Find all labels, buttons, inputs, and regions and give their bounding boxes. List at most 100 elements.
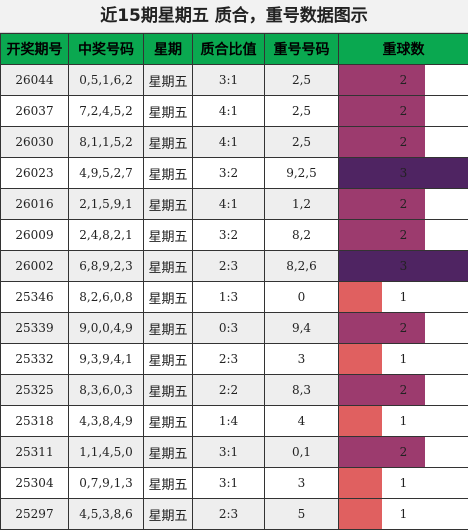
repeat-count-label: 2 (400, 135, 408, 149)
repeat-count-label: 2 (400, 197, 408, 211)
ratio-cell: 3:2 (193, 158, 265, 189)
repeat-numbers-cell: 3 (265, 344, 339, 375)
repeat-count-bar (339, 468, 382, 498)
repeat-count-label: 2 (400, 383, 408, 397)
table-header-row: 开奖期号 中奖号码 星期 质合比值 重号号码 重球数 (1, 34, 468, 65)
week-cell: 星期五 (144, 282, 193, 313)
numbers-cell: 2,4,8,2,1 (69, 220, 144, 251)
ratio-cell: 1:3 (193, 282, 265, 313)
ratio-cell: 2:3 (193, 344, 265, 375)
repeat-count-label: 2 (400, 104, 408, 118)
ratio-cell: 4:1 (193, 127, 265, 158)
ratio-cell: 4:1 (193, 189, 265, 220)
repeat-count-cell: 1 (339, 499, 468, 530)
repeat-count-label: 2 (400, 321, 408, 335)
repeat-numbers-cell: 3 (265, 468, 339, 499)
week-cell: 星期五 (144, 406, 193, 437)
numbers-cell: 6,8,9,2,3 (69, 251, 144, 282)
repeat-count-bar (339, 282, 382, 312)
header-repeat: 重号号码 (265, 34, 339, 65)
numbers-cell: 0,5,1,6,2 (69, 65, 144, 96)
repeat-count-cell: 1 (339, 282, 468, 313)
numbers-cell: 4,3,8,4,9 (69, 406, 144, 437)
numbers-cell: 4,5,3,8,6 (69, 499, 144, 530)
header-ratio: 质合比值 (193, 34, 265, 65)
repeat-count-bar (339, 437, 425, 467)
numbers-cell: 8,3,6,0,3 (69, 375, 144, 406)
repeat-count-cell: 1 (339, 468, 468, 499)
repeat-numbers-cell: 8,2,6 (265, 251, 339, 282)
issue-cell: 25332 (1, 344, 69, 375)
header-issue: 开奖期号 (1, 34, 69, 65)
repeat-numbers-cell: 9,4 (265, 313, 339, 344)
numbers-cell: 2,1,5,9,1 (69, 189, 144, 220)
issue-cell: 25311 (1, 437, 69, 468)
repeat-count-bar (339, 65, 425, 95)
ratio-cell: 3:1 (193, 437, 265, 468)
issue-cell: 25304 (1, 468, 69, 499)
issue-cell: 25346 (1, 282, 69, 313)
numbers-cell: 8,2,6,0,8 (69, 282, 144, 313)
week-cell: 星期五 (144, 437, 193, 468)
numbers-cell: 1,1,4,5,0 (69, 437, 144, 468)
week-cell: 星期五 (144, 65, 193, 96)
repeat-numbers-cell: 2,5 (265, 127, 339, 158)
repeat-count-cell: 2 (339, 189, 468, 220)
issue-cell: 26016 (1, 189, 69, 220)
ratio-cell: 3:1 (193, 468, 265, 499)
week-cell: 星期五 (144, 96, 193, 127)
ratio-cell: 3:1 (193, 65, 265, 96)
issue-cell: 26044 (1, 65, 69, 96)
repeat-count-bar (339, 96, 425, 126)
week-cell: 星期五 (144, 499, 193, 530)
page-title: 近15期星期五 质合，重号数据图示 (0, 0, 468, 33)
repeat-count-cell: 2 (339, 313, 468, 344)
numbers-cell: 0,7,9,1,3 (69, 468, 144, 499)
week-cell: 星期五 (144, 344, 193, 375)
repeat-count-bar (339, 127, 425, 157)
repeat-numbers-cell: 8,2 (265, 220, 339, 251)
repeat-count-cell: 2 (339, 437, 468, 468)
repeat-numbers-cell: 5 (265, 499, 339, 530)
repeat-count-bar (339, 406, 382, 436)
repeat-numbers-cell: 4 (265, 406, 339, 437)
repeat-count-cell: 1 (339, 344, 468, 375)
repeat-count-cell: 1 (339, 406, 468, 437)
repeat-count-label: 1 (400, 476, 408, 490)
issue-cell: 25297 (1, 499, 69, 530)
repeat-count-label: 1 (400, 352, 408, 366)
repeat-count-bar (339, 344, 382, 374)
repeat-count-bar (339, 220, 425, 250)
numbers-cell: 8,1,1,5,2 (69, 127, 144, 158)
repeat-count-cell: 2 (339, 220, 468, 251)
repeat-numbers-cell: 9,2,5 (265, 158, 339, 189)
repeat-count-label: 1 (400, 507, 408, 521)
issue-cell: 26023 (1, 158, 69, 189)
numbers-cell: 4,9,5,2,7 (69, 158, 144, 189)
repeat-count-label: 2 (400, 228, 408, 242)
ratio-cell: 2:2 (193, 375, 265, 406)
header-week: 星期 (144, 34, 193, 65)
numbers-cell: 7,2,4,5,2 (69, 96, 144, 127)
week-cell: 星期五 (144, 127, 193, 158)
repeat-numbers-cell: 2,5 (265, 96, 339, 127)
ratio-cell: 3:2 (193, 220, 265, 251)
week-cell: 星期五 (144, 468, 193, 499)
repeat-count-label: 1 (400, 414, 408, 428)
repeat-count-bar (339, 313, 425, 343)
repeat-count-cell: 2 (339, 127, 468, 158)
week-cell: 星期五 (144, 313, 193, 344)
repeat-count-bar (339, 375, 425, 405)
